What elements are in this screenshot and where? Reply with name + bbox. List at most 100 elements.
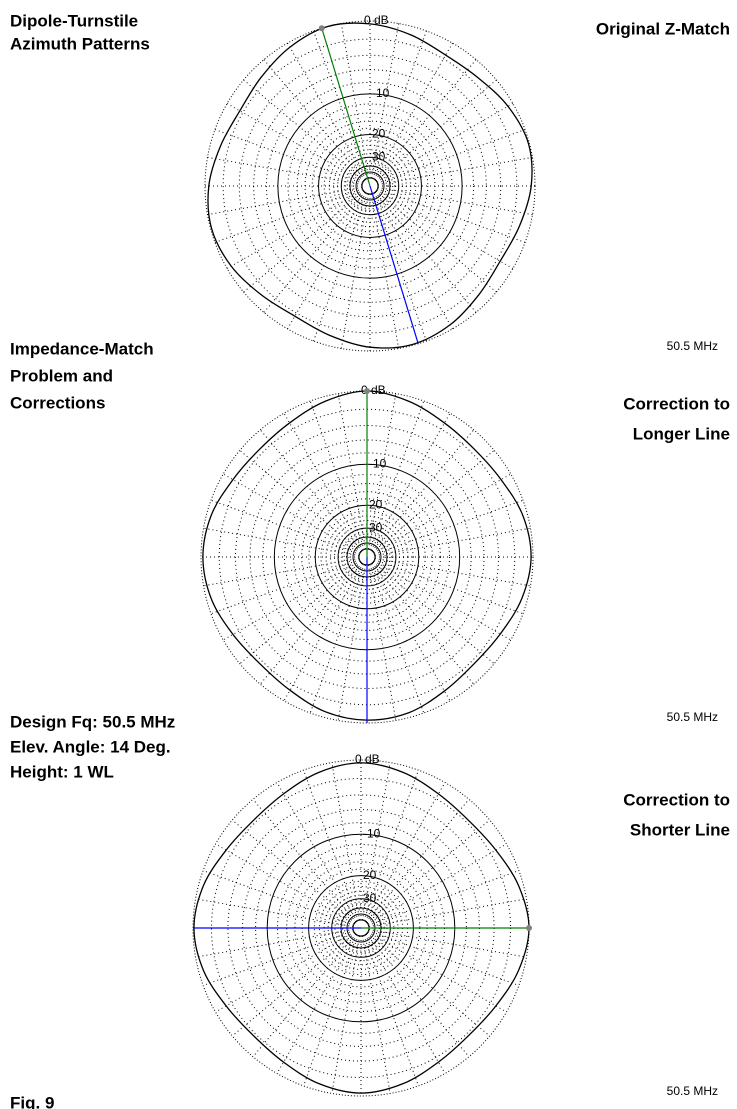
r-tick-label: 30 [363,891,377,905]
r-tick-label: 20 [369,497,383,511]
major-ring [340,156,400,216]
spoke [377,156,533,186]
spoke [207,186,363,216]
spoke [361,762,391,921]
spoke [313,30,368,179]
minor-ring [222,38,518,334]
spoke [243,190,365,293]
peak-marker [318,25,325,32]
spoke [374,557,531,587]
spoke [368,928,527,958]
spoke [340,23,370,179]
problem-line: Problem and [10,366,113,385]
chart-title-line: Longer Line [633,424,730,443]
spoke [377,129,526,184]
spoke [372,449,495,553]
spoke [374,59,477,181]
spoke [367,931,507,1013]
spoke [361,935,391,1094]
r-tick-label: 20 [363,868,377,882]
spoke [371,429,475,552]
minor-ring [249,439,485,675]
spoke [210,559,360,615]
minor-ring [323,139,417,233]
spoke [371,562,475,685]
spoke [374,499,524,555]
spoke [366,932,491,1037]
spoke [252,933,357,1058]
minor-ring [346,162,394,210]
r-tick-label: 20 [372,127,386,141]
spoke [375,79,497,182]
spoke [331,762,361,921]
condition-line: Elev. Angle: 14 Deg. [10,737,171,756]
spoke [239,561,362,665]
chart-title-line: Correction to [623,394,730,413]
spoke [363,769,419,921]
spoke [365,798,470,923]
minor-ring [301,491,433,623]
spoke [372,193,427,342]
major-ring [204,20,536,352]
chart-title-line: Original Z-Match [596,19,730,38]
spoke [214,188,363,243]
major-ring [200,390,534,724]
peak-marker [526,925,532,931]
condition-line: Height: 1 WL [10,762,114,781]
spoke [215,843,355,925]
spoke [364,934,446,1074]
spoke [195,928,354,958]
spoke [372,561,495,665]
spoke [370,193,400,349]
minor-ring [343,159,397,213]
inner-ring [355,171,385,201]
spoke [377,188,526,243]
peak-marker [364,388,370,394]
pattern [193,762,530,1094]
spoke [369,564,425,714]
spoke [239,449,362,553]
spoke [252,798,357,923]
r-tick-label: 30 [369,520,383,534]
spoke [259,562,363,685]
spoke [366,819,491,924]
r-tick-label: -10 [369,456,387,470]
spoke [231,932,356,1037]
spoke [313,193,368,342]
spoke [331,935,361,1094]
chart-title-line: Shorter Line [630,820,730,839]
condition-line: Design Fq: 50.5 MHz [10,712,175,731]
spoke [367,564,397,721]
spoke [203,527,360,557]
minor-ring [238,54,502,318]
heading-line: Dipole-Turnstile [10,11,138,30]
major-ring [318,134,422,238]
minor-ring [218,408,516,706]
r-tick-label: -10 [372,86,390,100]
spoke [215,931,355,1013]
spoke [195,898,354,928]
r-tick-label: 30 [372,149,386,163]
minor-ring [311,127,429,245]
spoke [377,186,533,216]
spoke [202,870,354,926]
spoke [375,190,497,293]
minor-ring [265,81,475,291]
minor-ring [287,103,453,269]
problem-line: Corrections [10,393,105,412]
spoke [263,191,366,313]
chart-subtitle: 50.5 MHz [667,339,718,353]
major-ring [277,93,463,279]
spoke [203,557,360,587]
spoke [368,930,520,986]
problem-line: Impedance-Match [10,339,154,358]
heading-line: Azimuth Patterns [10,34,150,53]
back-direction [369,185,419,344]
chart-subtitle: 50.5 MHz [667,710,718,724]
peak-direction [321,28,371,187]
spoke [374,559,524,615]
